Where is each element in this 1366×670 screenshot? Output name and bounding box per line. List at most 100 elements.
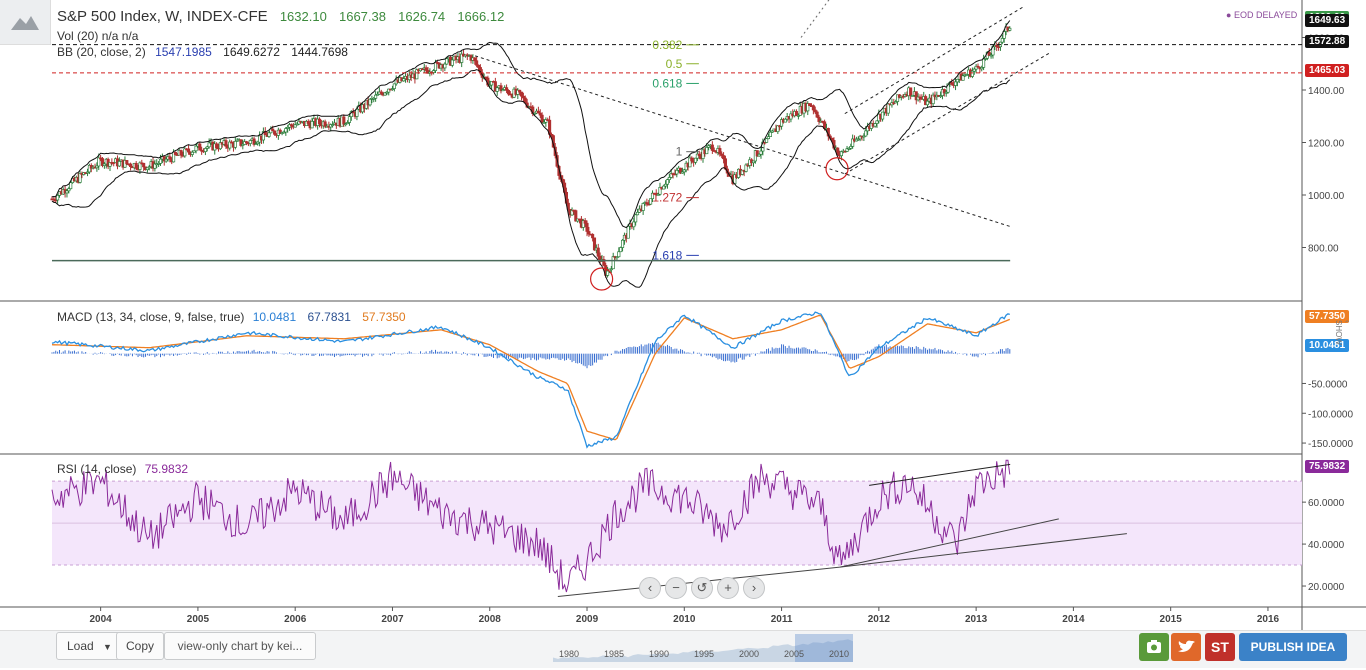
publish-idea-button[interactable]: PUBLISH IDEA bbox=[1239, 633, 1347, 661]
chevron-down-icon: ▼ bbox=[103, 642, 112, 652]
candle-body bbox=[78, 172, 82, 183]
bb-legend[interactable]: BB (20, close, 2) 1547.1985 1649.6272 14… bbox=[57, 45, 348, 59]
candle-body bbox=[997, 46, 1001, 48]
candle-body bbox=[693, 157, 698, 163]
macd-hist-value: 10.0481 bbox=[252, 310, 297, 324]
candle-body bbox=[89, 165, 93, 169]
candle-body bbox=[252, 138, 256, 145]
candle-body bbox=[705, 147, 709, 155]
candle-body bbox=[138, 162, 142, 170]
timeline-label: 2005 bbox=[784, 649, 804, 659]
bb-lower-band bbox=[51, 69, 1011, 288]
candle-body bbox=[295, 123, 299, 126]
stocktwits-button[interactable]: ST bbox=[1205, 633, 1235, 661]
candle-body bbox=[669, 173, 673, 178]
show-toggle[interactable]: ‹ SHOW bbox=[1334, 320, 1352, 345]
candle-body bbox=[347, 116, 351, 123]
candle-body bbox=[443, 63, 447, 69]
candle-body bbox=[645, 202, 649, 205]
macd-label: MACD (13, 34, close, 9, false, true) bbox=[57, 310, 245, 324]
candle-body bbox=[490, 80, 494, 86]
candle-body bbox=[953, 81, 958, 86]
candle-body bbox=[372, 97, 376, 100]
candle-body bbox=[701, 149, 705, 159]
snapshot-button[interactable] bbox=[1139, 633, 1169, 661]
price-tag-last: 1649.63 bbox=[1305, 14, 1350, 27]
candle-body bbox=[574, 210, 578, 222]
zoom-in-button[interactable]: + bbox=[717, 577, 739, 599]
show-text: SHOW bbox=[1334, 320, 1343, 345]
candle-body bbox=[239, 139, 243, 146]
rsi-axis-label: 20.0000 bbox=[1308, 582, 1345, 593]
logo-icon bbox=[11, 16, 39, 30]
candle-body bbox=[293, 124, 297, 128]
candle-body bbox=[596, 247, 600, 257]
candle-body bbox=[331, 124, 335, 126]
rsi-trendline bbox=[869, 463, 1011, 486]
candle-body bbox=[224, 140, 228, 147]
price-axis-label: 800.00 bbox=[1308, 244, 1339, 255]
candle-body bbox=[755, 150, 759, 157]
timeline-navigator[interactable]: 1980 1985 1990 1995 2000 2005 2010 bbox=[553, 632, 853, 662]
candle-body bbox=[972, 68, 976, 72]
candle-body bbox=[989, 54, 993, 57]
timeline-label: 2000 bbox=[739, 649, 759, 659]
rsi-tag: 75.9832 bbox=[1305, 460, 1350, 473]
candle-body bbox=[910, 95, 915, 97]
candle-body bbox=[707, 145, 711, 148]
macd-histogram bbox=[51, 342, 1011, 369]
channel-lower bbox=[844, 52, 1050, 175]
candle-body bbox=[682, 169, 686, 173]
symbol-header: S&P 500 Index, W, INDEX-CFE 1632.10 1667… bbox=[57, 8, 504, 25]
view-only-label: view-only chart by kei... bbox=[164, 632, 316, 660]
candle-body bbox=[780, 119, 784, 127]
time-axis-label: 2014 bbox=[1062, 614, 1085, 625]
candle-body bbox=[783, 118, 787, 123]
candle-body bbox=[323, 121, 327, 127]
vol-legend[interactable]: Vol (20) n/a n/a bbox=[57, 29, 139, 43]
chart-canvas[interactable]: 0.382 0.5 0.618 1 1.272 1.618 800.00 1000.00 120… bbox=[0, 0, 1366, 630]
reset-button[interactable]: ↺ bbox=[691, 577, 713, 599]
candle-body bbox=[592, 237, 597, 251]
candle-body bbox=[379, 91, 383, 94]
candle-body bbox=[1008, 27, 1012, 31]
scroll-left-button[interactable]: ‹ bbox=[639, 577, 661, 599]
macd-axis-label: -150.0000 bbox=[1308, 439, 1353, 450]
zoom-out-button[interactable]: − bbox=[665, 577, 687, 599]
copy-button[interactable]: Copy bbox=[116, 632, 164, 660]
candle-body bbox=[402, 78, 406, 82]
candle-body bbox=[342, 116, 346, 125]
candle-body bbox=[519, 91, 524, 97]
timeline-area bbox=[553, 639, 853, 662]
candle-body bbox=[493, 81, 497, 92]
candle-body bbox=[245, 141, 249, 144]
channel-upper bbox=[844, 5, 1026, 115]
candle-body bbox=[183, 148, 187, 157]
fib-label: 1.618 bbox=[652, 248, 682, 262]
rsi-line bbox=[51, 459, 1011, 593]
rsi-trendline bbox=[839, 533, 1127, 568]
candle-body bbox=[501, 89, 505, 92]
macd-axis-label: -100.0000 bbox=[1308, 409, 1353, 420]
candle-body bbox=[679, 167, 683, 174]
fib-label: 0.382 bbox=[652, 38, 682, 52]
load-button[interactable]: Load ▼ bbox=[56, 632, 126, 660]
scroll-right-button[interactable]: › bbox=[743, 577, 765, 599]
candle-body bbox=[619, 247, 623, 253]
timeline-selection[interactable] bbox=[795, 634, 853, 662]
candle-body bbox=[858, 135, 862, 140]
macd-legend[interactable]: MACD (13, 34, close, 9, false, true) 10.… bbox=[57, 310, 406, 324]
candle-body bbox=[1002, 31, 1006, 39]
twitter-button[interactable] bbox=[1171, 633, 1201, 661]
twitter-icon bbox=[1178, 640, 1195, 652]
candle-body bbox=[581, 220, 585, 228]
rsi-legend[interactable]: RSI (14, close) 75.9832 bbox=[57, 462, 188, 476]
app-logo[interactable] bbox=[0, 0, 51, 45]
candle-body bbox=[720, 153, 724, 156]
bb-upper-value: 1649.6272 bbox=[223, 45, 280, 59]
time-axis-label: 2006 bbox=[284, 614, 307, 625]
candle-body bbox=[656, 193, 660, 196]
candle-body bbox=[862, 135, 866, 138]
candle-body bbox=[168, 156, 172, 160]
candle-body bbox=[632, 221, 636, 228]
